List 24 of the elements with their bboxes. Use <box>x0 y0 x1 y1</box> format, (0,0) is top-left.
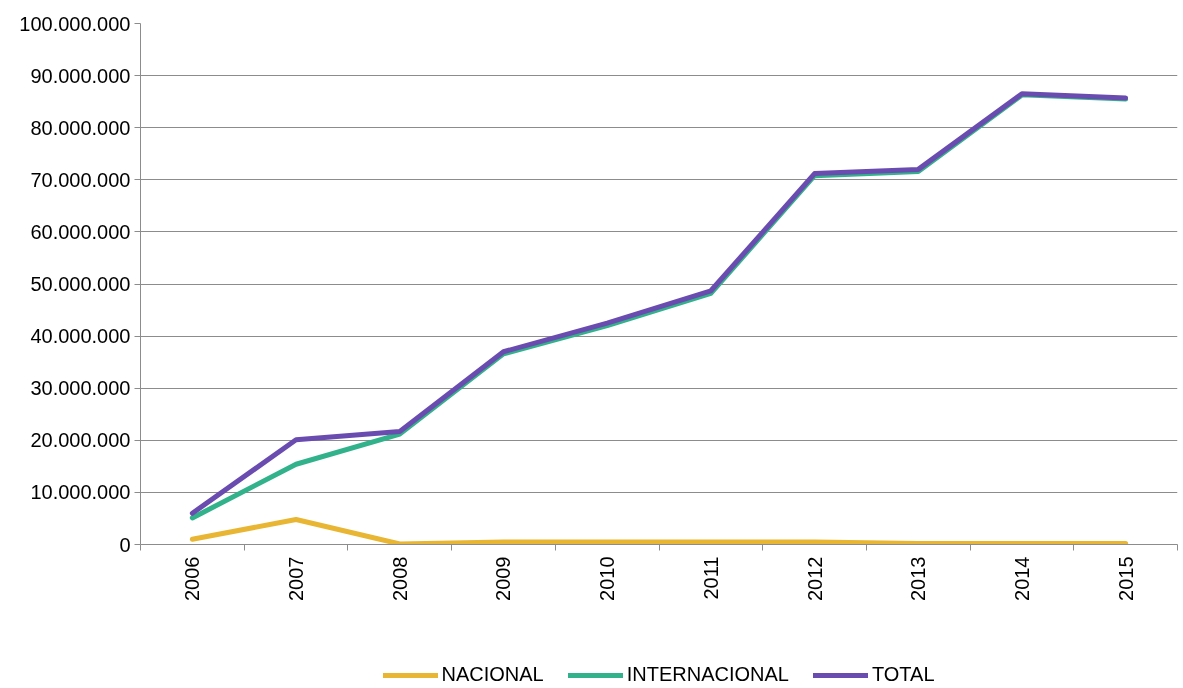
x-tick-label: 2010 <box>596 556 619 601</box>
y-tick-label: 70.000.000 <box>30 168 131 191</box>
y-tick-label: 50.000.000 <box>30 273 131 295</box>
x-tick-label: 2009 <box>492 556 515 601</box>
legend-label: INTERNACIONAL <box>626 663 789 686</box>
y-tick-label: 40.000.000 <box>30 325 131 348</box>
y-tick-label: 90.000.000 <box>30 64 131 87</box>
y-tick-label: 80.000.000 <box>30 116 131 139</box>
x-tick-label: 2011 <box>699 556 722 600</box>
x-tick-label: 2007 <box>285 556 308 601</box>
y-tick-label: 10.000.000 <box>30 481 131 504</box>
x-tick-label: 2014 <box>1010 556 1033 601</box>
legend-label: NACIONAL <box>441 663 544 686</box>
x-tick-label: 2012 <box>803 556 826 601</box>
x-tick-label: 2006 <box>181 556 204 601</box>
legend-label: TOTAL <box>871 663 935 686</box>
x-tick-label: 2013 <box>907 556 930 601</box>
y-tick-label: 20.000.000 <box>30 429 131 452</box>
x-tick-label: 2008 <box>388 556 411 601</box>
y-tick-label: 60.000.000 <box>30 220 131 243</box>
y-tick-label: 30.000.000 <box>30 377 131 400</box>
y-tick-label: 100.000.000 <box>19 12 131 35</box>
y-tick-label: 0 <box>119 533 131 556</box>
x-tick-label: 2015 <box>1114 556 1137 601</box>
